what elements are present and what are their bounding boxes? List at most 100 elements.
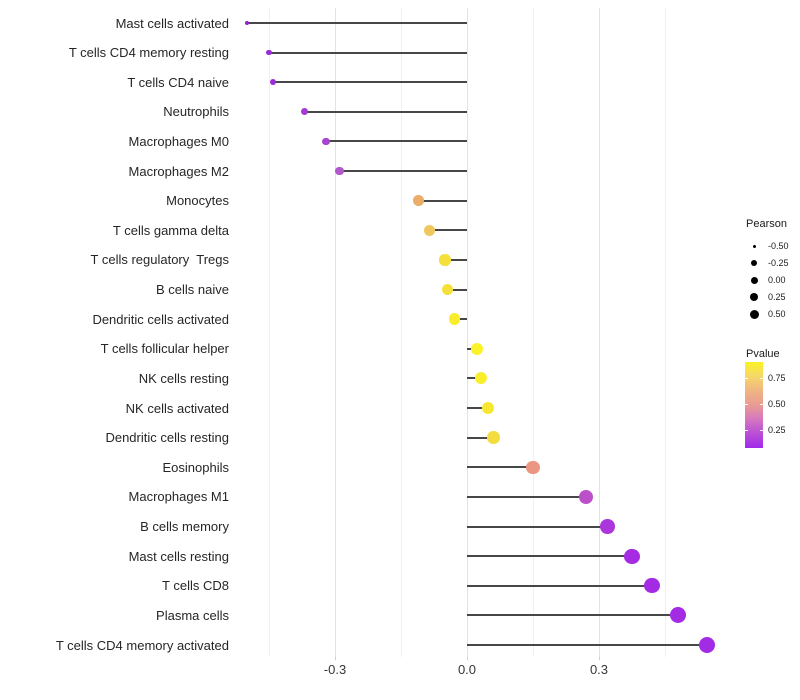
lollipop-stem [447, 288, 467, 291]
lollipop-stem [304, 110, 467, 113]
lollipop-stem [418, 199, 467, 202]
size-legend-label: -0.50 [768, 241, 789, 251]
size-legend-label: 0.25 [768, 292, 786, 302]
lollipop-stem [429, 229, 467, 232]
category-label: B cells memory [140, 519, 229, 535]
colorbar-tick [760, 429, 763, 431]
lollipop-stem [467, 377, 482, 380]
colorbar-label: 0.25 [768, 424, 786, 435]
minor-gridline [269, 8, 270, 657]
lollipop-dot [475, 372, 488, 385]
lollipop-stem [467, 614, 679, 617]
size-legend-title: Pearson [746, 218, 787, 230]
category-label: T cells CD8 [162, 578, 229, 594]
category-label: T cells gamma delta [112, 222, 229, 238]
lollipop-dot [439, 254, 451, 266]
lollipop-stem [467, 407, 489, 410]
lollipop-dot [270, 79, 277, 86]
lollipop-dot [481, 401, 495, 415]
lollipop-stem [467, 644, 707, 647]
colorbar-tick [745, 404, 748, 406]
category-label: Eosinophils [162, 459, 230, 475]
x-tick-label: 0.0 [457, 662, 477, 677]
major-gridline [599, 8, 600, 657]
lollipop-stem [467, 495, 586, 498]
x-axis-tick [599, 657, 600, 660]
colorbar-tick [745, 377, 748, 379]
lollipop-stem [269, 51, 467, 54]
lollipop-dot [424, 224, 436, 236]
category-label: Mast cells resting [128, 548, 229, 564]
major-gridline [335, 8, 336, 657]
size-legend-dot [750, 293, 758, 301]
size-legend-label: -0.25 [768, 258, 789, 268]
lollipop-dot [578, 489, 593, 505]
category-label: Dendritic cells activated [92, 311, 229, 327]
lollipop-dot [470, 342, 483, 355]
lollipop-dot [698, 636, 715, 654]
category-label: T cells follicular helper [100, 341, 229, 357]
x-tick-label: -0.3 [323, 662, 347, 677]
category-label: B cells naive [156, 282, 229, 298]
category-label: Neutrophils [163, 104, 229, 120]
color-legend-title: Pvalue [746, 348, 780, 360]
lollipop-stem [326, 140, 467, 143]
colorbar-label: 0.75 [768, 372, 786, 383]
size-legend-label: 0.50 [768, 309, 786, 319]
size-legend-dot [749, 309, 759, 319]
pvalue-colorbar [745, 362, 763, 448]
lollipop-stem [467, 436, 494, 439]
major-gridline [467, 8, 468, 657]
colorbar-tick [760, 404, 763, 406]
category-label: T cells CD4 memory resting [68, 45, 229, 61]
category-label: T cells regulatory Tregs [90, 252, 229, 268]
category-label: Macrophages M0 [128, 133, 229, 149]
minor-gridline [401, 8, 402, 657]
lollipop-dot [266, 49, 272, 56]
x-axis-tick [335, 657, 336, 660]
category-label: NK cells activated [125, 400, 229, 416]
category-label: Monocytes [166, 193, 229, 209]
lollipop-dot [624, 548, 640, 564]
lollipop-stem [467, 584, 652, 587]
colorbar-label: 0.50 [768, 399, 786, 410]
lollipop-dot [644, 578, 660, 594]
lollipop-dot [487, 431, 500, 444]
minor-gridline [533, 8, 534, 657]
category-label: Plasma cells [156, 607, 229, 623]
colorbar-tick [745, 429, 748, 431]
minor-gridline [665, 8, 666, 657]
lollipop-stem [454, 318, 467, 321]
lollipop-dot [300, 108, 308, 116]
lollipop-dot [413, 195, 424, 207]
lollipop-stem [467, 555, 632, 558]
lollipop-stem [445, 258, 467, 261]
lollipop-dot [441, 283, 453, 296]
size-legend-dot [751, 260, 757, 266]
category-label: Macrophages M2 [128, 163, 229, 179]
category-label: Dendritic cells resting [105, 430, 229, 446]
size-legend-dot [752, 244, 756, 248]
lollipop-dot [244, 20, 250, 26]
lollipop-dot [600, 519, 616, 534]
lollipop-dot [335, 166, 344, 176]
lollipop-dot [526, 460, 540, 474]
lollipop-stem [467, 525, 608, 528]
x-axis-tick [467, 657, 468, 660]
lollipop-dot [322, 137, 331, 146]
category-label: T cells CD4 memory activated [55, 637, 229, 653]
lollipop-dot [670, 607, 687, 624]
category-label: Macrophages M1 [128, 489, 229, 505]
category-label: NK cells resting [138, 370, 229, 386]
lollipop-stem [247, 22, 467, 24]
lollipop-stem [339, 170, 467, 173]
lollipop-stem [273, 81, 467, 84]
x-tick-label: 0.3 [589, 662, 609, 677]
category-label: T cells CD4 naive [127, 74, 229, 90]
colorbar-tick [760, 377, 763, 379]
category-label: Mast cells activated [115, 15, 229, 31]
size-legend-dot [750, 276, 758, 284]
lollipop-dot [448, 313, 461, 325]
size-legend-label: 0.00 [768, 275, 786, 285]
